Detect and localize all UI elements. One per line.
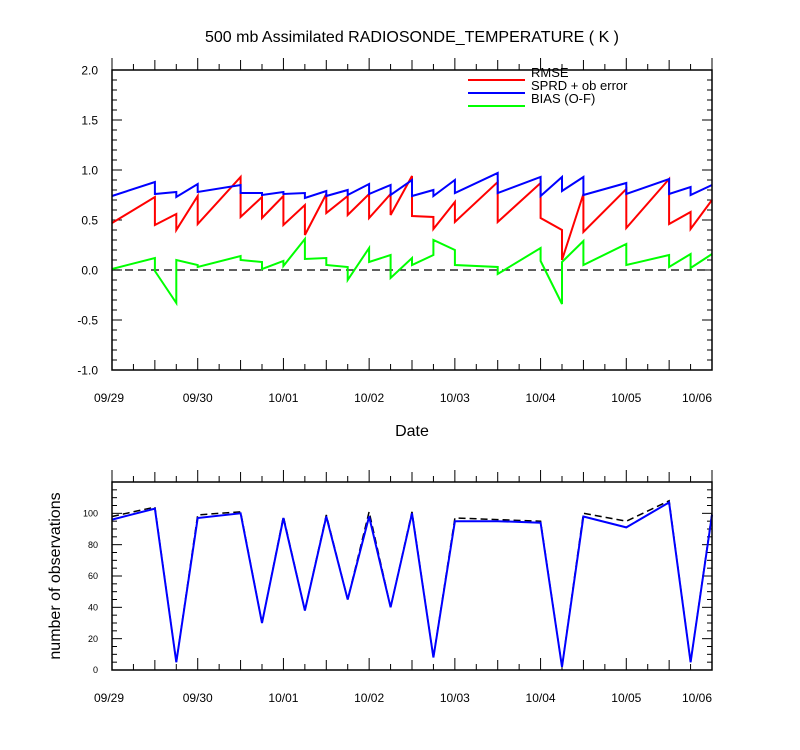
- chart-panel-1: 500 mb Assimilated RADIOSONDE_TEMPERATUR…: [77, 29, 713, 440]
- x-tick-label: 10/01: [268, 391, 298, 405]
- axis-ticks: [111, 470, 713, 671]
- y-tick-label: 1.0: [81, 163, 98, 177]
- chart-panel-2: 0 20 40 60 80 100 09/29 09/30 10/01 10/02 10/03 10/…: [47, 470, 713, 705]
- y-tick-label: 0.5: [81, 213, 98, 227]
- x-tick-label: 09/30: [183, 391, 213, 405]
- chart-title: 500 mb Assimilated RADIOSONDE_TEMPERATUR…: [205, 29, 619, 46]
- x-tick-label: 10/06: [682, 691, 712, 705]
- x-tick-label: 10/03: [440, 391, 470, 405]
- x-tick-label: 10/02: [354, 391, 384, 405]
- series-line-sprd-ob-error: [111, 171, 713, 200]
- y-tick-label: 0: [93, 665, 98, 675]
- x-tick-label: 10/05: [611, 391, 641, 405]
- x-tick-label: 09/30: [183, 691, 213, 705]
- x-tick-label: 10/03: [440, 691, 470, 705]
- y-tick-label: 0.0: [81, 263, 98, 277]
- y-tick-label: -1.0: [77, 363, 98, 377]
- series-line-rmse: [111, 174, 713, 261]
- x-tick-label: 10/01: [268, 691, 298, 705]
- y-tick-label: 20: [88, 634, 98, 644]
- legend-label: RMSE: [531, 65, 569, 80]
- series-line-assimilated: [111, 500, 713, 668]
- plot-frame: [111, 481, 713, 671]
- x-axis-label: Date: [395, 423, 429, 440]
- legend-label: BIAS (O-F): [531, 91, 595, 106]
- plot-frame: [111, 69, 713, 371]
- y-tick-label: 40: [88, 603, 98, 613]
- y-tick-label: 80: [88, 540, 98, 550]
- x-tick-label: 10/05: [611, 691, 641, 705]
- y-tick-label: 100: [83, 509, 98, 519]
- x-tick-label: 10/02: [354, 691, 384, 705]
- legend-label: SPRD + ob error: [531, 78, 628, 93]
- x-tick-label: 10/04: [526, 391, 556, 405]
- series-line-bias-o-f: [111, 236, 713, 307]
- x-tick-label: 10/06: [682, 391, 712, 405]
- x-tick-label: 10/04: [526, 691, 556, 705]
- y-axis-label: number of observations: [47, 492, 64, 659]
- y-tick-label: 2.0: [81, 63, 98, 77]
- y-tick-label: 1.5: [81, 113, 98, 127]
- y-tick-label: -0.5: [77, 313, 98, 327]
- x-tick-label: 09/29: [94, 691, 124, 705]
- x-tick-label: 09/29: [94, 391, 124, 405]
- y-tick-label: 60: [88, 571, 98, 581]
